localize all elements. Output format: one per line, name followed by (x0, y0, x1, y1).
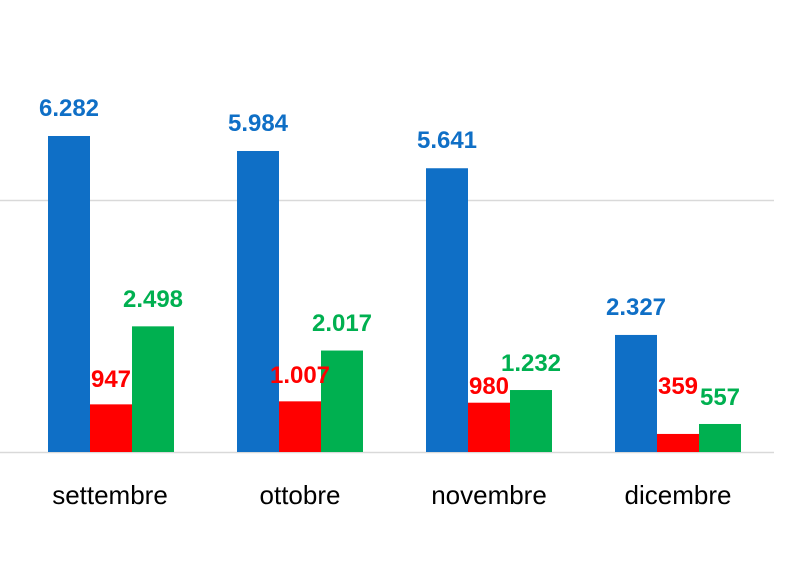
data-label: 5.984 (228, 110, 289, 137)
bar (321, 350, 363, 452)
category-label: settembre (52, 480, 168, 510)
bar (132, 326, 174, 452)
value-labels-group: 6.282 947 2.498 5.984 1.007 2.017 5.641 9801.23… (39, 95, 740, 411)
data-label: 1.232 (501, 350, 561, 377)
bar (699, 423, 741, 452)
category-label: dicembre (625, 480, 732, 510)
data-label: 1.007 (270, 362, 330, 389)
bar (237, 150, 279, 453)
bar (615, 334, 657, 452)
data-label: 980 (469, 373, 509, 400)
data-label: 2.498 (123, 286, 183, 313)
category-labels-group: settembre ottobre novembre dicembre (52, 480, 731, 510)
bar (48, 136, 90, 452)
data-label: 2.017 (312, 310, 372, 337)
bar (510, 390, 552, 452)
data-label: 5.641 (417, 127, 477, 154)
bar (279, 401, 321, 452)
data-label: 6.282 (39, 95, 99, 122)
data-label: 557 (700, 384, 740, 411)
category-label: ottobre (260, 480, 341, 510)
bar (468, 402, 510, 452)
data-label: 947 (91, 366, 131, 393)
bar (90, 404, 132, 452)
bar (426, 168, 468, 452)
data-label: 2.327 (606, 294, 666, 321)
data-label: 359 (658, 373, 698, 400)
category-label: novembre (431, 480, 547, 510)
bars-group (48, 136, 741, 453)
bar (657, 433, 699, 452)
